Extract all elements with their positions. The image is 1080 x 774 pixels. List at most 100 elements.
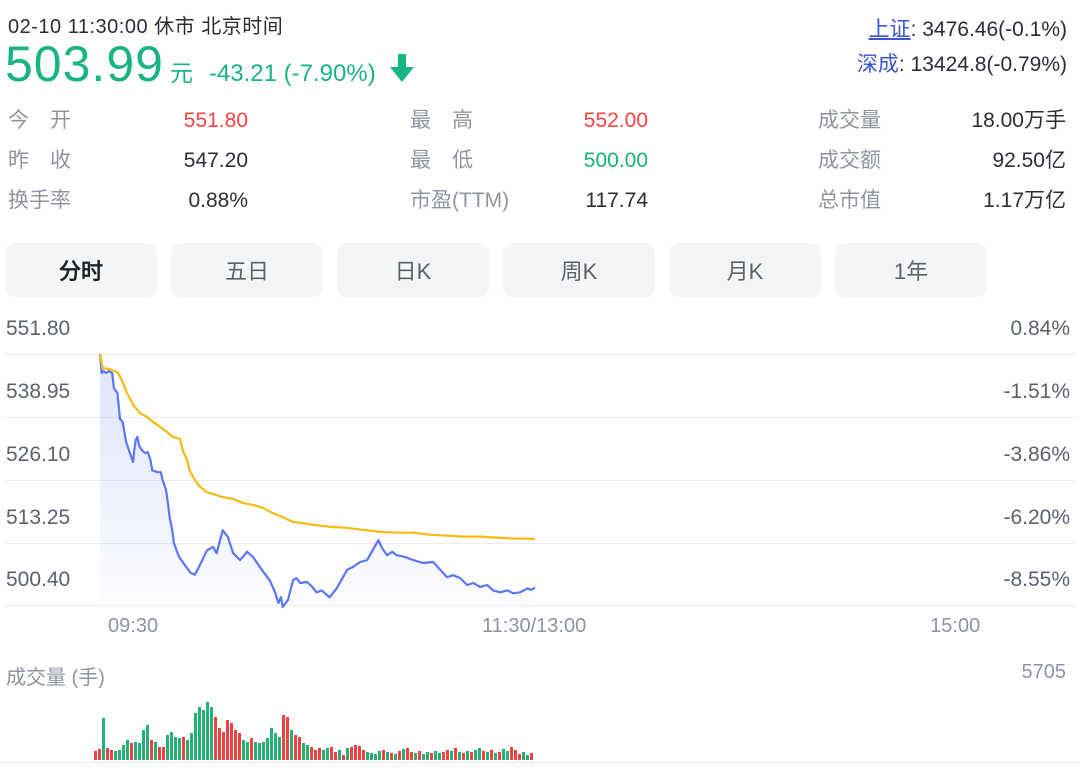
price-area-fill (100, 354, 535, 607)
volume-bars-canvas[interactable] (0, 696, 1080, 762)
period-tab-bar: 分时 五日 日K 周K 月K 1年 (5, 243, 987, 297)
volume-bar (178, 738, 181, 760)
stat-value: 500.00 (583, 149, 648, 172)
volume-bar (94, 751, 97, 760)
volume-bar (442, 752, 445, 760)
volume-bar (358, 746, 361, 760)
volume-bar (394, 754, 397, 760)
volume-bar (206, 702, 209, 760)
volume-bar (518, 754, 521, 760)
grid-line (4, 354, 1076, 355)
volume-bar (354, 745, 357, 760)
volume-bar (342, 755, 345, 760)
y-axis-label-right: -3.86% (1003, 443, 1070, 466)
volume-bar (474, 750, 477, 760)
volume-bar (290, 730, 293, 760)
volume-bar (162, 747, 165, 760)
volume-bar (382, 750, 385, 760)
volume-bar (406, 748, 409, 760)
volume-bar (482, 751, 485, 760)
avg-price-line (98, 353, 536, 541)
volume-bar (314, 750, 317, 760)
stat-row: 市盈(TTM) 117.74 (410, 188, 648, 214)
volume-bar (98, 749, 101, 760)
volume-bar (150, 740, 153, 760)
volume-max-value: 5705 (1021, 661, 1067, 683)
volume-bar (274, 733, 277, 760)
volume-bar (210, 707, 213, 760)
volume-bar (122, 745, 125, 760)
volume-bar (386, 752, 389, 760)
price-lines-canvas (98, 353, 536, 609)
volume-bar (350, 747, 353, 760)
volume-bar (158, 747, 161, 760)
intraday-chart[interactable]: 551.80 0.84% 538.95 -1.51% 526.10 -3.86% 513.2… (0, 310, 1080, 612)
volume-bar (146, 725, 149, 760)
tab-周K[interactable]: 周K (503, 243, 655, 297)
index-row-shanghai: 上证: 3476.46(-0.1%) (857, 12, 1067, 47)
index-value: : 3476.46(-0.1%) (910, 18, 1067, 41)
stat-row: 成交量 18.00万手 (818, 108, 1066, 134)
tab-1年[interactable]: 1年 (835, 243, 987, 297)
index-row-shenzhen: 深成: 13424.8(-0.79%) (857, 47, 1067, 82)
volume-bar (410, 752, 413, 760)
stat-row: 今 开 551.80 (8, 108, 248, 134)
tab-分时[interactable]: 分时 (5, 243, 157, 297)
stat-label: 成交量 (818, 109, 881, 132)
volume-bar (458, 752, 461, 760)
volume-bar (434, 751, 437, 760)
volume-bar (102, 718, 105, 760)
volume-bar (134, 742, 137, 760)
volume-bar (126, 740, 129, 760)
current-price: 503.99 (5, 36, 164, 92)
volume-bar (186, 740, 189, 760)
y-axis-label-left: 500.40 (6, 568, 71, 591)
index-link[interactable]: 上证 (868, 18, 911, 41)
volume-bar (426, 752, 429, 760)
stat-row: 总市值 1.17万亿 (818, 188, 1066, 214)
stat-value: 1.17万亿 (983, 189, 1066, 212)
volume-bar (378, 751, 381, 760)
market-indices: 上证: 3476.46(-0.1%) 深成: 13424.8(-0.79%) (857, 12, 1067, 82)
y-axis-label-left: 538.95 (6, 380, 71, 403)
volume-bar (430, 753, 433, 760)
y-axis-label-right: -6.20% (1003, 506, 1070, 529)
volume-bar (298, 737, 301, 760)
volume-bar (138, 743, 141, 760)
time-axis: 09:30 11:30/13:00 15:00 (0, 615, 1080, 643)
volume-bar (450, 751, 453, 760)
grid-line (4, 543, 1076, 544)
volume-bar (194, 713, 197, 760)
stat-label: 最 高 (410, 109, 473, 132)
volume-header: 成交量 (手) 5705 (6, 661, 1066, 690)
volume-bar (270, 728, 273, 760)
volume-bar (142, 730, 145, 760)
stat-value: 552.00 (583, 109, 648, 132)
stat-row: 昨 收 547.20 (8, 148, 248, 174)
y-axis-label-left: 551.80 (6, 317, 71, 340)
volume-bar (494, 753, 497, 760)
volume-bar (218, 728, 221, 760)
volume-bar (266, 738, 269, 760)
volume-bar (190, 733, 193, 760)
tab-月K[interactable]: 月K (669, 243, 821, 297)
tab-日K[interactable]: 日K (337, 243, 489, 297)
price-unit: 元 (169, 60, 193, 86)
volume-bar (446, 750, 449, 760)
x-axis-tick: 09:30 (108, 615, 159, 637)
volume-bar (418, 751, 421, 760)
volume-bar (454, 748, 457, 760)
stat-value: 92.50亿 (992, 149, 1066, 172)
volume-bar (226, 720, 229, 760)
volume-bar (254, 742, 257, 760)
volume-bar (306, 745, 309, 760)
stat-label: 成交额 (818, 149, 881, 172)
y-axis-label-left: 526.10 (6, 443, 71, 466)
volume-bar (222, 732, 225, 760)
volume-bar (334, 752, 337, 760)
index-link[interactable]: 深成 (856, 53, 899, 76)
volume-bar (362, 750, 365, 760)
volume-bar (506, 751, 509, 760)
tab-五日[interactable]: 五日 (171, 243, 323, 297)
volume-bar (242, 740, 245, 760)
